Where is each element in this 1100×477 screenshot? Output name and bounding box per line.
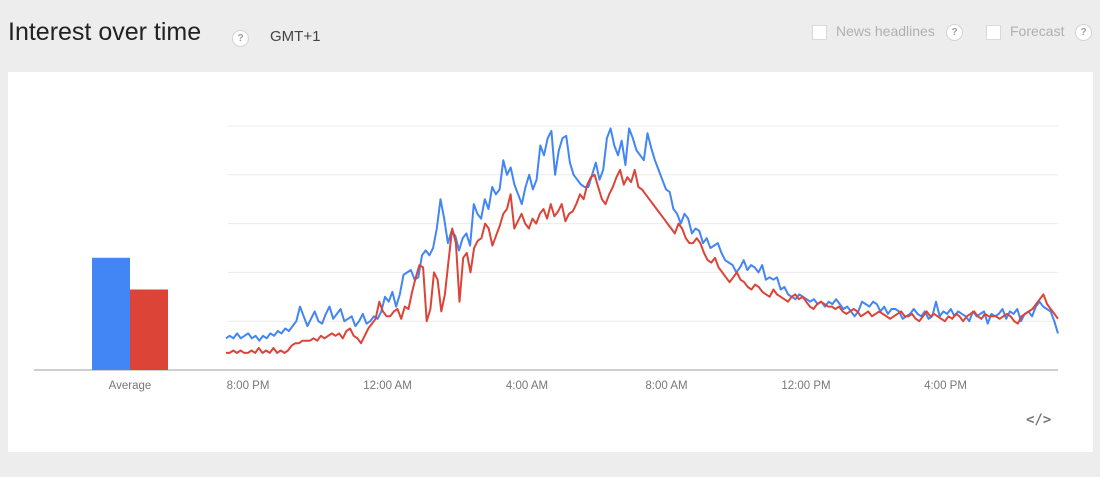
series-line-0 [225, 127, 1059, 342]
x-tick-label-2: 4:00 AM [506, 380, 548, 392]
help-icon[interactable]: ? [232, 30, 249, 47]
average-bar-1 [130, 289, 168, 370]
average-label: Average [109, 380, 152, 392]
forecast-label[interactable]: Forecast [1010, 23, 1065, 39]
news-headlines-checkbox[interactable] [812, 25, 827, 40]
x-tick-label-4: 12:00 PM [781, 380, 830, 392]
forecast-help-icon[interactable]: ? [1075, 24, 1092, 41]
series-line-1 [226, 168, 1059, 354]
forecast-checkbox[interactable] [986, 25, 1001, 40]
news-headlines-help-icon[interactable]: ? [946, 24, 963, 41]
page-title: Interest over time [8, 18, 202, 46]
news-headlines-label[interactable]: News headlines [836, 23, 935, 39]
chart-header: Interest over time ? GMT+1 News headline… [0, 0, 1100, 72]
chart-card: Average 8:00 PM 12:00 AM 4:00 AM 8:00 AM 12:0… [8, 72, 1093, 452]
interest-chart: Average 8:00 PM 12:00 AM 4:00 AM 8:00 AM 12:0… [34, 125, 1059, 392]
average-bar-0 [92, 257, 130, 370]
x-tick-label-3: 8:00 AM [645, 380, 687, 392]
x-tick-label-0: 8:00 PM [227, 380, 270, 392]
x-tick-label-5: 4:00 PM [924, 380, 967, 392]
code-icon[interactable]: </> [1026, 412, 1052, 428]
timezone-label: GMT+1 [270, 28, 321, 45]
x-tick-label-1: 12:00 AM [363, 380, 412, 392]
